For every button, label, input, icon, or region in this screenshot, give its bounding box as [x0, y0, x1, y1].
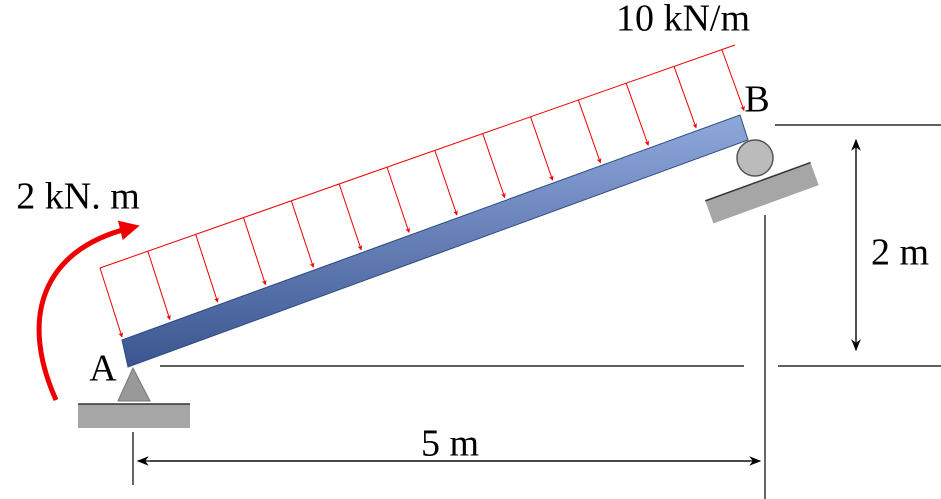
- height-label: 2 m: [871, 232, 929, 274]
- moment-arrow: [36, 220, 140, 402]
- load-arrow: [577, 100, 602, 164]
- load-arrow: [386, 167, 411, 233]
- load-arrow: [99, 267, 124, 338]
- load-arrow: [482, 133, 506, 199]
- point-label: B: [744, 79, 769, 121]
- load-arrow: [721, 49, 745, 112]
- load-arrow: [338, 183, 363, 251]
- load-arrow: [530, 116, 554, 181]
- dimensions: [132, 124, 941, 499]
- span-label: 5 m: [421, 423, 479, 465]
- load-arrow: [243, 217, 267, 286]
- moment-label: 2 kN. m: [16, 176, 140, 218]
- load-line: [99, 44, 736, 269]
- load-arrow: [147, 251, 171, 321]
- point-label: A: [89, 348, 117, 390]
- load-label: 10 kN/m: [616, 0, 750, 40]
- load-arrow: [434, 150, 458, 216]
- roller: [736, 139, 774, 177]
- distributed-load: [99, 44, 745, 338]
- load-arrow: [625, 83, 650, 146]
- ground-a: [78, 404, 190, 428]
- load-arrow: [290, 200, 315, 268]
- beam: [121, 114, 749, 368]
- ground-line-b: [705, 161, 811, 202]
- load-arrow: [195, 234, 219, 303]
- pin-support: [117, 366, 151, 402]
- ground-b-rect: [705, 162, 819, 224]
- load-arrow: [673, 66, 697, 129]
- ground-b: [705, 161, 819, 224]
